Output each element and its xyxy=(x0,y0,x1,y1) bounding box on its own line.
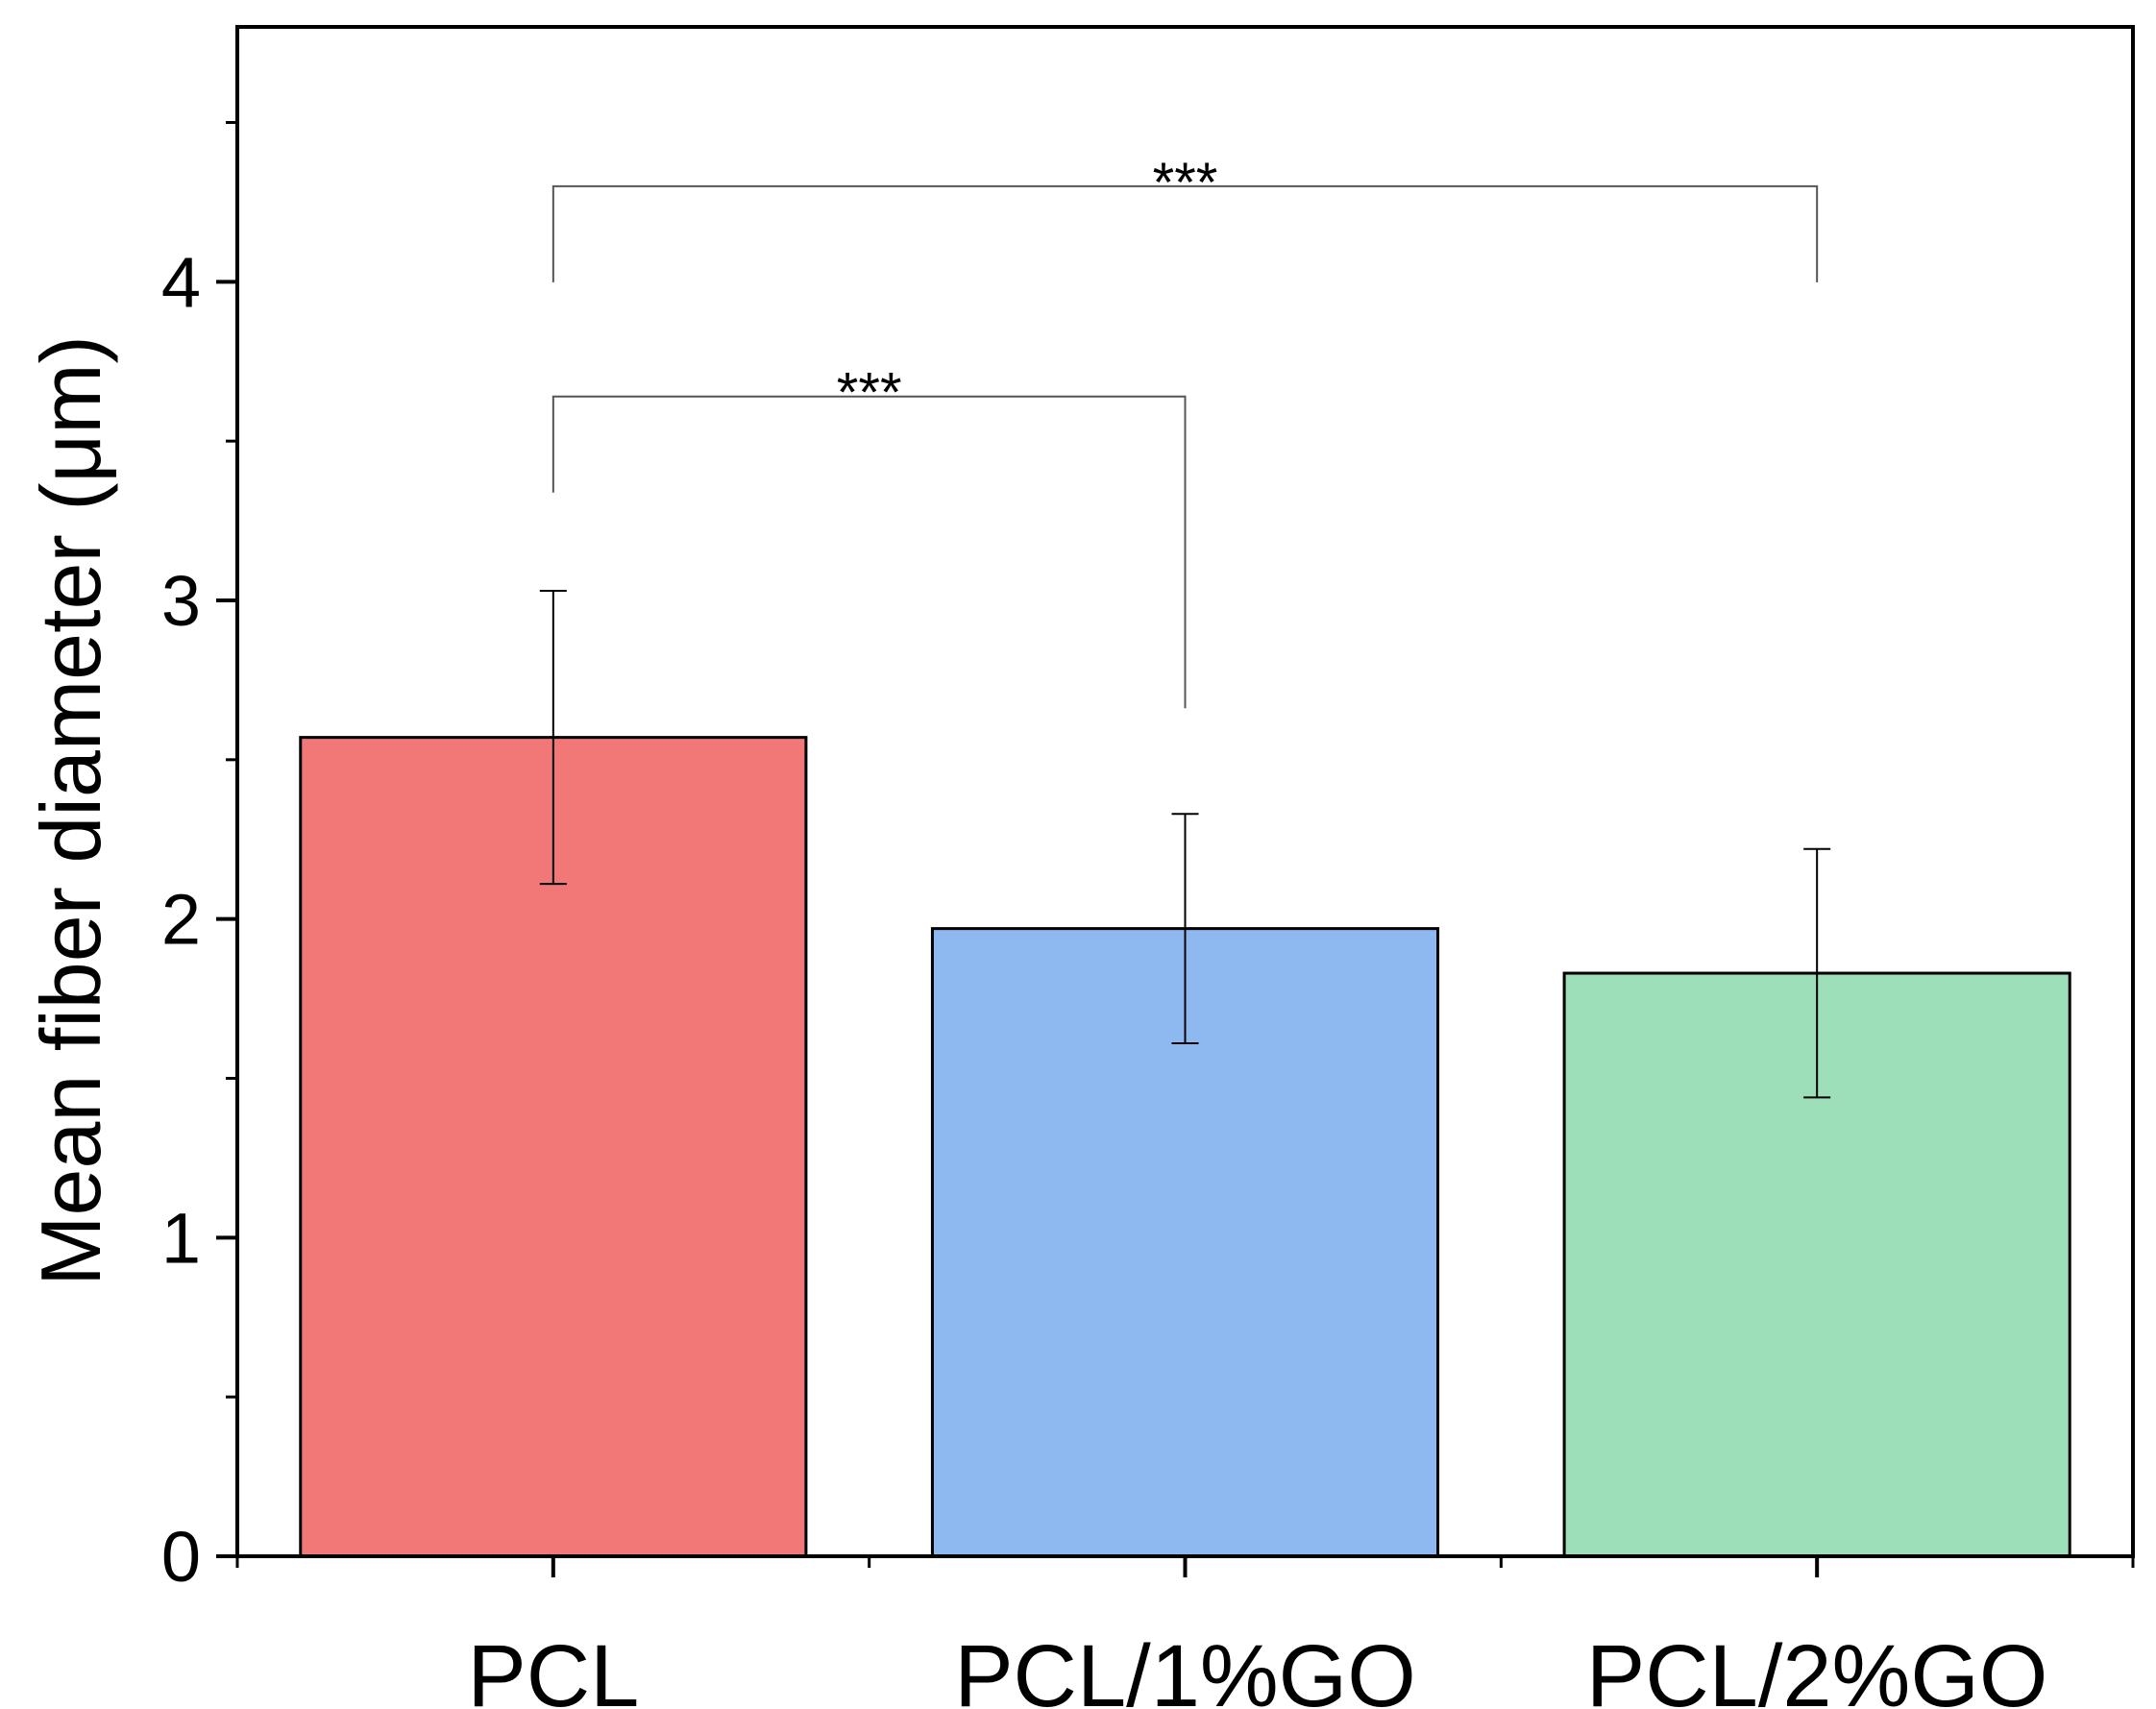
y-tick-label: 1 xyxy=(161,1198,201,1278)
y-tick-label: 4 xyxy=(161,242,201,322)
y-axis-title: Mean fiber diameter (μm) xyxy=(23,335,118,1286)
significance-bracket-line xyxy=(551,184,1819,282)
significance-bracket-line xyxy=(551,395,1187,709)
y-tick-label: 0 xyxy=(161,1517,201,1597)
axis-ticks-layer xyxy=(216,121,2135,1577)
significance-label: *** xyxy=(837,362,902,425)
significance-bracket: *** xyxy=(551,152,1819,282)
x-tick-label: PCL/1%GO xyxy=(954,1627,1416,1709)
y-tick-label: 3 xyxy=(161,561,201,641)
labels-layer: PCL PCL/1%GO PCL/2%GO 0 1 2 3 4 xyxy=(161,242,2048,1709)
significance-layer: *** *** xyxy=(551,152,1819,709)
significance-bracket: *** xyxy=(551,362,1187,709)
significance-label: *** xyxy=(1153,152,1218,214)
x-tick-label: PCL/2%GO xyxy=(1586,1627,2048,1709)
error-bar xyxy=(1803,847,1831,1099)
y-tick-label: 2 xyxy=(161,880,201,960)
error-bar xyxy=(1171,813,1199,1045)
error-bars-layer xyxy=(539,590,1831,1099)
error-bar xyxy=(539,590,567,886)
x-tick-label: PCL xyxy=(467,1627,639,1709)
